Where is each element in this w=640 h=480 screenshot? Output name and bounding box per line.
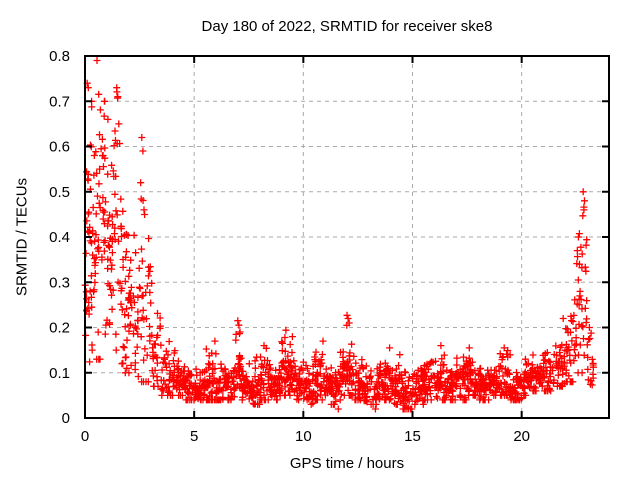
tick-labels: 0 0.1 0.2 0.3 0.4 0.5 0.6 0.7 0.8 0 5 10 15 20 bbox=[49, 48, 530, 445]
y-tick-label: 0 bbox=[62, 410, 70, 427]
x-axis-label: GPS time / hours bbox=[289, 455, 405, 472]
y-tick-label: 0.4 bbox=[49, 229, 70, 246]
y-tick-label: 0.8 bbox=[49, 48, 70, 65]
y-tick-label: 0.5 bbox=[49, 184, 70, 201]
x-tick-label: 5 bbox=[190, 428, 198, 445]
x-tick-label: 15 bbox=[404, 428, 421, 445]
y-tick-label: 0.6 bbox=[49, 139, 70, 156]
axis-border-and-ticks bbox=[84, 55, 610, 419]
chart-title: Day 180 of 2022, SRMTID for receiver ske… bbox=[201, 18, 493, 35]
y-tick-label: 0.2 bbox=[49, 320, 70, 337]
y-tick-label: 0.3 bbox=[49, 274, 70, 291]
y-tick-label: 0.7 bbox=[49, 93, 70, 110]
y-tick-label: 0.1 bbox=[49, 365, 70, 382]
x-tick-label: 10 bbox=[295, 428, 312, 445]
x-tick-label: 20 bbox=[513, 428, 530, 445]
scatter-points bbox=[81, 57, 597, 413]
x-tick-label: 0 bbox=[81, 428, 89, 445]
